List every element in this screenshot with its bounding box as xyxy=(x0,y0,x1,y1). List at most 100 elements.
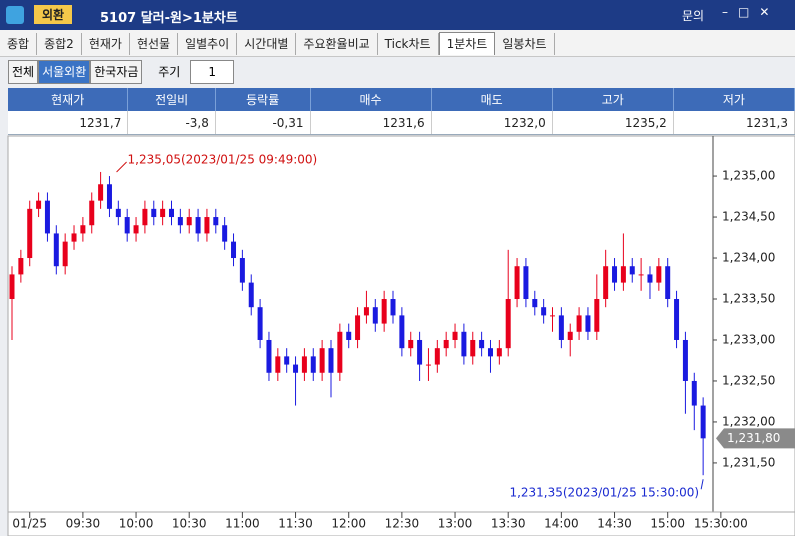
tab[interactable]: 주요환율비교 xyxy=(296,33,378,55)
column-header: 현재가 xyxy=(8,88,129,111)
candle-body xyxy=(612,266,618,283)
quote-table: 현재가 전일비 등락률 매수 매도 고가 저가 1231,7 -3,8 -0,31 1231,6 12… xyxy=(8,88,795,135)
x-tick-label: 10:30 xyxy=(172,517,207,531)
chart: 1,231,50 1,232,00 1,232,50 1,233,00 1,233,50… xyxy=(7,135,795,536)
candle-body xyxy=(301,356,307,373)
candle-body xyxy=(293,364,299,373)
candle-body xyxy=(195,217,201,234)
candle-body xyxy=(390,299,396,316)
filter-button[interactable]: 전체 xyxy=(8,60,39,84)
candle-body xyxy=(496,348,502,357)
y-tick-label: 1,232,50 xyxy=(722,373,775,387)
x-tick-label: 15:00 xyxy=(650,517,685,531)
candle-body xyxy=(558,315,564,340)
x-tick-label: 15:30:00 xyxy=(694,517,748,531)
column-header: 고가 xyxy=(552,88,674,111)
tab[interactable]: 1분차트 xyxy=(438,32,496,55)
candle-body xyxy=(691,380,697,406)
candle-body xyxy=(266,339,272,373)
candle-body xyxy=(629,266,635,275)
x-tick-label: 01/25 xyxy=(12,517,47,531)
candle-body xyxy=(567,331,573,340)
x-tick-label: 09:30 xyxy=(66,517,101,531)
tab[interactable]: 시간대별 xyxy=(237,33,297,55)
candle-body xyxy=(399,315,405,349)
current-price-label: 1,231,80 xyxy=(727,431,780,445)
y-tick-label: 1,235,00 xyxy=(722,169,775,183)
annotation-arrow xyxy=(700,479,704,490)
candle-body xyxy=(36,200,42,209)
candle-body xyxy=(461,331,467,357)
candle-body xyxy=(363,307,369,316)
tab[interactable]: 일별추이 xyxy=(178,33,238,55)
annotation: 1,231,35(2023/01/25 15:30:00) xyxy=(509,486,699,500)
title-bar: 외환 5107 달러-원>1분차트 문의 –□✕ xyxy=(0,0,795,30)
candle-body xyxy=(576,315,582,332)
table-row: 1231,7 -3,8 -0,31 1231,6 1232,0 1235,2 1231,3 xyxy=(8,111,795,135)
candle-body xyxy=(62,241,68,267)
x-tick-label: 14:00 xyxy=(544,517,579,531)
filter-button[interactable]: 서울외환 xyxy=(38,60,91,84)
table-cell: 1235,2 xyxy=(552,111,674,135)
candle-body xyxy=(142,208,148,226)
candle-body xyxy=(284,356,290,365)
x-tick-label: 11:00 xyxy=(225,517,260,531)
period-input[interactable]: 1 xyxy=(190,60,235,84)
table-cell: 1231,6 xyxy=(310,111,432,135)
x-tick-label: 12:00 xyxy=(331,517,366,531)
tab[interactable]: 현선물 xyxy=(130,33,179,55)
annotation-arrow xyxy=(116,161,127,173)
candle-body xyxy=(106,184,112,209)
candle-body xyxy=(479,339,485,349)
candle-body xyxy=(514,266,520,300)
candle-body xyxy=(346,331,352,340)
tab[interactable]: Tick차트 xyxy=(378,33,439,55)
candle-body xyxy=(541,307,547,316)
candle-body xyxy=(550,315,556,317)
candle-body xyxy=(647,274,653,283)
candle-body xyxy=(151,208,157,218)
x-tick-label: 13:00 xyxy=(438,517,473,531)
tab-bar: 종합 종합2 현재가 현선물 일별추이 시간대별 주요환율비교 Tick차트 1분차트 일봉차트 xyxy=(0,30,795,57)
candle-body xyxy=(27,208,33,259)
y-tick-label: 1,234,00 xyxy=(722,251,775,265)
annotation: 1,235,05(2023/01/25 09:49:00) xyxy=(128,152,318,166)
candle-body xyxy=(222,225,228,242)
candle-body xyxy=(620,266,626,283)
filter-button[interactable]: 한국자금 xyxy=(90,60,143,84)
y-tick-label: 1,233,50 xyxy=(722,292,775,306)
table-cell: 1231,3 xyxy=(673,111,795,135)
tab[interactable]: 현재가 xyxy=(82,33,130,55)
help-button[interactable]: 문의 xyxy=(682,9,705,23)
candle-body xyxy=(248,282,254,308)
table-cell: 1231,7 xyxy=(8,111,129,135)
y-tick-label: 1,232,00 xyxy=(722,414,775,428)
column-header: 등락률 xyxy=(215,88,311,111)
candle-body xyxy=(585,315,591,332)
x-tick-label: 11:30 xyxy=(278,517,313,531)
x-tick-label: 13:30 xyxy=(491,517,526,531)
candle-body xyxy=(355,315,361,340)
candle-body xyxy=(204,217,210,234)
tab[interactable]: 종합2 xyxy=(37,33,82,55)
window-controls[interactable]: –□✕ xyxy=(722,5,780,19)
x-tick-label: 12:30 xyxy=(385,517,420,531)
candle-body xyxy=(434,348,440,365)
tab[interactable]: 종합 xyxy=(0,33,38,55)
candle-body xyxy=(239,258,245,283)
candle-body xyxy=(9,274,15,300)
table-cell: -0,31 xyxy=(215,111,311,135)
tab[interactable]: 일봉차트 xyxy=(495,33,555,55)
y-tick-label: 1,231,50 xyxy=(722,455,775,469)
candle-body xyxy=(319,348,325,373)
menu-button[interactable]: 외환 xyxy=(34,5,73,24)
y-tick-label: 1,234,50 xyxy=(722,210,775,224)
table-cell: -3,8 xyxy=(127,111,216,135)
candle-body xyxy=(638,274,644,276)
table-cell: 1232,0 xyxy=(431,111,553,135)
current-price-marker xyxy=(716,428,795,449)
x-tick-label: 10:00 xyxy=(119,517,154,531)
candle-body xyxy=(417,339,423,365)
candle-body xyxy=(337,331,343,373)
